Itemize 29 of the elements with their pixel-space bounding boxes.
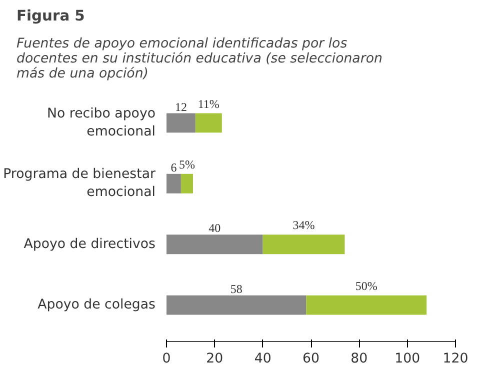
bar <box>306 295 427 315</box>
data-label: 12 <box>174 100 187 114</box>
x-tick-label: 40 <box>254 352 272 366</box>
data-label: 5% <box>178 158 195 172</box>
y-tick-label: No recibo apoyo emocional <box>47 106 156 140</box>
bar <box>166 295 306 315</box>
data-label: 11% <box>198 96 220 111</box>
bar <box>262 234 345 254</box>
x-tick-label: 120 <box>442 352 468 366</box>
chart-title: Figura 5 <box>16 8 85 24</box>
bar <box>166 174 181 194</box>
data-label: 6 <box>170 160 177 174</box>
y-tick-label: Programa de bienestar emocional <box>3 167 156 200</box>
x-tick-label: 60 <box>302 352 320 366</box>
x-tick-label: 20 <box>206 352 224 366</box>
x-tick-label: 100 <box>394 352 420 366</box>
x-tick-label: 80 <box>350 352 368 366</box>
y-tick-label: Apoyo de directivos <box>24 236 156 252</box>
data-label: 50% <box>355 278 378 293</box>
bar <box>166 234 263 254</box>
y-tick-label: Apoyo de colegas <box>38 298 156 313</box>
data-label: 40 <box>208 221 221 236</box>
bar <box>180 174 193 194</box>
bar <box>195 113 222 133</box>
data-label: 34% <box>292 218 315 232</box>
x-tick-label: 0 <box>162 352 171 366</box>
chart-subtitle: Fuentes de apoyo emocional identificadas por los docentes en su institución educativa (se seleccionaron más de una opción) <box>16 36 382 82</box>
data-label: 58 <box>230 282 242 296</box>
bar <box>166 113 196 133</box>
